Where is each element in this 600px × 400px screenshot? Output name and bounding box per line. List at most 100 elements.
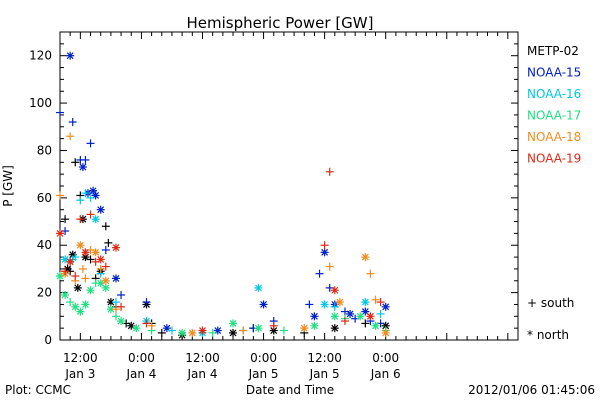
point-noaa-17 (330, 312, 339, 321)
x-tick-label: 12:00 (307, 351, 342, 365)
point-noaa-19 (111, 243, 120, 252)
y-tick-label: 100 (29, 96, 52, 110)
point-noaa-18 (325, 262, 334, 271)
point-noaa-17 (66, 298, 75, 307)
x-axis: 12:00 Jan 3 0:00 Jan 4 12:00 Jan 4 0:00 Jan 5 12… (59, 32, 519, 381)
point-noaa-17 (356, 312, 365, 321)
x-tick-label: 0:00 (128, 351, 155, 365)
plot-frame (59, 31, 519, 341)
point-noaa-16 (167, 326, 176, 335)
point-noaa-19 (330, 286, 339, 295)
point-noaa-16 (320, 300, 329, 309)
point-noaa-18 (66, 132, 75, 141)
point-noaa-18 (81, 274, 90, 283)
point-noaa-15 (142, 298, 151, 307)
point-noaa-16 (330, 302, 339, 311)
point-noaa-18 (366, 269, 375, 278)
point-noaa-15 (96, 205, 105, 214)
point-noaa-19 (198, 326, 207, 335)
marker-legend: + south * north (527, 296, 574, 342)
legend-entry-noaa-17: NOAA-17 (527, 109, 581, 123)
point-noaa-19 (86, 210, 95, 219)
x-tick-label: 12:00 (185, 351, 220, 365)
point-noaa-15 (86, 139, 95, 148)
point-noaa-15 (56, 108, 64, 117)
point-noaa-17 (81, 300, 90, 309)
point-noaa-16 (111, 298, 120, 307)
y-tick-label: 60 (37, 191, 52, 205)
footer-credit: Plot: CCMC (5, 383, 71, 397)
point-noaa-15 (315, 269, 324, 278)
point-noaa-17 (61, 290, 70, 299)
point-noaa-17 (132, 324, 141, 333)
point-noaa-19 (142, 319, 151, 328)
point-noaa-15 (310, 312, 319, 321)
point-metp-02 (101, 222, 110, 231)
point-noaa-15 (117, 290, 126, 299)
point-noaa-17 (86, 286, 95, 295)
x-tick-date: Jan 5 (309, 367, 340, 381)
point-noaa-18 (188, 328, 197, 337)
point-noaa-15 (78, 163, 87, 172)
x-axis-label: Date and Time (246, 383, 334, 397)
point-noaa-17 (178, 328, 187, 337)
legend-entry-metp-02: METP-02 (527, 44, 579, 58)
point-noaa-15 (66, 51, 75, 60)
point-noaa-19 (101, 262, 110, 271)
x-tick-date: Jan 4 (187, 367, 218, 381)
point-noaa-19 (66, 257, 75, 266)
point-noaa-17 (76, 307, 85, 316)
chart-title: Hemispheric Power [GW] (187, 14, 374, 32)
x-tick-label: 12:00 (63, 351, 98, 365)
point-noaa-19 (340, 317, 349, 326)
point-noaa-18 (371, 295, 380, 304)
point-noaa-16 (376, 309, 385, 318)
point-noaa-16 (254, 283, 263, 292)
point-noaa-19 (81, 248, 90, 257)
footer-timestamp: 2012/01/06 01:45:06 (468, 383, 595, 397)
point-noaa-15 (320, 248, 329, 257)
point-noaa-16 (91, 215, 100, 224)
legend-entry-noaa-18: NOAA-18 (527, 130, 581, 144)
point-metp-02 (71, 158, 80, 167)
y-tick-label: 80 (37, 143, 52, 157)
point-metp-02 (330, 324, 339, 333)
point-noaa-18 (239, 326, 248, 335)
point-noaa-18 (91, 248, 100, 257)
point-noaa-17 (101, 283, 110, 292)
point-metp-02 (104, 238, 113, 247)
point-noaa-19 (76, 215, 85, 224)
point-noaa-19 (376, 298, 385, 307)
point-noaa-17 (229, 319, 238, 328)
y-tick-label: 0 (44, 333, 52, 347)
point-noaa-17 (254, 324, 263, 333)
point-noaa-15 (111, 274, 120, 283)
marker-legend-north: * north (527, 328, 569, 342)
marker-legend-south: + south (527, 296, 574, 310)
point-noaa-19 (56, 229, 64, 238)
point-noaa-15 (305, 300, 314, 309)
point-noaa-15 (101, 245, 110, 254)
point-noaa-17 (117, 317, 126, 326)
point-noaa-18 (381, 328, 390, 337)
point-noaa-19 (320, 241, 329, 250)
point-noaa-18 (76, 241, 85, 250)
point-noaa-16 (86, 193, 95, 202)
point-noaa-18 (147, 321, 156, 330)
point-noaa-19 (71, 272, 80, 281)
point-metp-02 (73, 283, 82, 292)
point-noaa-18 (101, 276, 110, 285)
y-tick-label: 120 (29, 49, 52, 63)
point-metp-02 (229, 328, 238, 337)
point-noaa-18 (300, 324, 309, 333)
point-noaa-16 (71, 253, 80, 262)
point-noaa-18 (361, 253, 370, 262)
point-noaa-18 (96, 264, 105, 273)
x-tick-date: Jan 4 (125, 367, 156, 381)
point-noaa-17 (208, 328, 217, 337)
point-noaa-15 (162, 324, 171, 333)
point-metp-02 (61, 215, 70, 224)
point-noaa-17 (279, 326, 288, 335)
point-noaa-19 (96, 255, 105, 264)
